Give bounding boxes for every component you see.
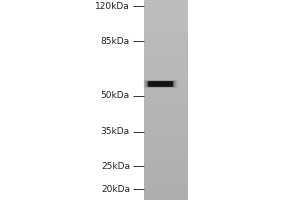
Text: 85kDa: 85kDa (101, 37, 130, 46)
FancyBboxPatch shape (147, 81, 175, 87)
Text: 50kDa: 50kDa (101, 91, 130, 100)
FancyBboxPatch shape (148, 81, 173, 87)
FancyBboxPatch shape (146, 81, 176, 87)
FancyBboxPatch shape (155, 82, 166, 85)
FancyBboxPatch shape (154, 82, 167, 86)
Text: 25kDa: 25kDa (101, 162, 130, 171)
Text: 20kDa: 20kDa (101, 185, 130, 194)
FancyBboxPatch shape (152, 82, 169, 86)
FancyBboxPatch shape (151, 82, 170, 86)
Text: 35kDa: 35kDa (101, 127, 130, 136)
FancyBboxPatch shape (143, 80, 178, 88)
FancyBboxPatch shape (153, 82, 168, 86)
Text: 120kDa: 120kDa (95, 2, 130, 11)
FancyBboxPatch shape (145, 80, 176, 88)
FancyBboxPatch shape (148, 81, 173, 87)
FancyBboxPatch shape (150, 81, 171, 86)
FancyBboxPatch shape (149, 81, 172, 87)
